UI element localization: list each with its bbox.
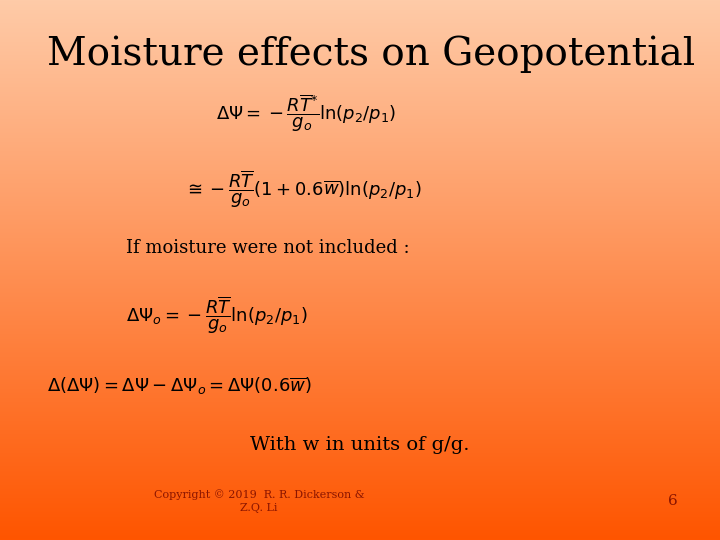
Text: $\Delta(\Delta\Psi) = \Delta\Psi - \Delta\Psi_o = \Delta\Psi(0.6\overline{w})$: $\Delta(\Delta\Psi) = \Delta\Psi - \Delt… <box>47 375 312 397</box>
Text: With w in units of g/g.: With w in units of g/g. <box>251 436 469 455</box>
Text: $\Delta\Psi = -\dfrac{R\overline{T}^{*}}{g_o}\ln(p_2/p_1)$: $\Delta\Psi = -\dfrac{R\overline{T}^{*}}… <box>216 93 396 134</box>
Text: Copyright © 2019  R. R. Dickerson &
Z.Q. Li: Copyright © 2019 R. R. Dickerson & Z.Q. … <box>154 489 364 513</box>
Text: $\Delta\Psi_o = -\dfrac{R\overline{T}}{g_o}\ln(p_2/p_1)$: $\Delta\Psi_o = -\dfrac{R\overline{T}}{g… <box>126 295 307 336</box>
Text: $\cong -\dfrac{R\overline{T}}{g_o}(1+0.6\overline{w})\ln(p_2/p_1)$: $\cong -\dfrac{R\overline{T}}{g_o}(1+0.6… <box>184 168 421 210</box>
Text: If moisture were not included :: If moisture were not included : <box>126 239 410 258</box>
Text: Moisture effects on Geopotential: Moisture effects on Geopotential <box>47 35 695 72</box>
Text: 6: 6 <box>668 494 678 508</box>
